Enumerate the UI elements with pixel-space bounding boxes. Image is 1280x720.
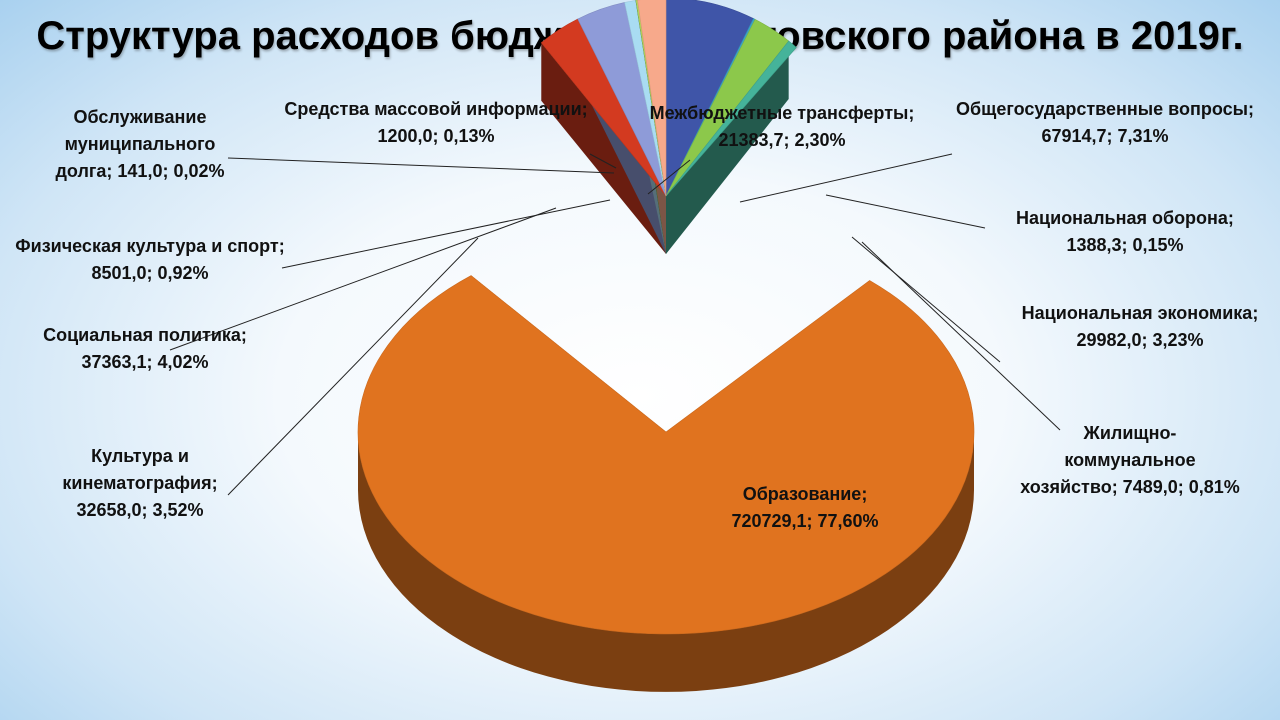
slice-label: Национальная оборона; 1388,3; 0,15%: [1016, 208, 1234, 255]
slice-label: Общегосударственные вопросы; 67914,7; 7,…: [956, 99, 1254, 146]
leader-line: [861, 241, 1061, 431]
leader-line: [589, 153, 617, 169]
leader-line: [281, 199, 611, 269]
slice-label: Физическая культура и спорт; 8501,0; 0,9…: [15, 236, 285, 283]
slice-label: Обслуживание муниципального долга; 141,0…: [55, 107, 225, 181]
pie-tops: [357, 0, 975, 635]
slice-label: Средства массовой информации; 1200,0; 0,…: [284, 99, 588, 146]
leader-line: [647, 159, 691, 195]
leader-line: [227, 237, 479, 496]
pie-slice-side: [358, 432, 974, 692]
pie-slice-10: [637, 0, 667, 197]
leader-lines: [169, 153, 1061, 496]
slice-label: Национальная экономика; 29982,0; 3,23%: [1021, 303, 1259, 350]
slice-label: Образование; 720729,1; 77,60%: [731, 484, 879, 531]
pie-slice-wall: [666, 41, 789, 255]
slice-label: Социальная политика; 37363,1; 4,02%: [43, 325, 247, 372]
leader-line: [227, 157, 615, 174]
pie-slice-3: [665, 40, 797, 197]
leader-line: [825, 194, 986, 229]
pie-slice-4: [357, 275, 975, 635]
leader-line: [851, 236, 1001, 363]
leader-line: [169, 207, 557, 351]
leader-line: [739, 153, 953, 203]
slice-label: Культура и кинематография; 32658,0; 3,52…: [62, 446, 218, 520]
slice-label: Жилищно- коммунальное хозяйство; 7489,0;…: [1020, 423, 1240, 497]
slice-label: Межбюджетные трансферты; 21383,7; 2,30%: [649, 103, 915, 150]
pie-slice-wall: [541, 42, 666, 254]
